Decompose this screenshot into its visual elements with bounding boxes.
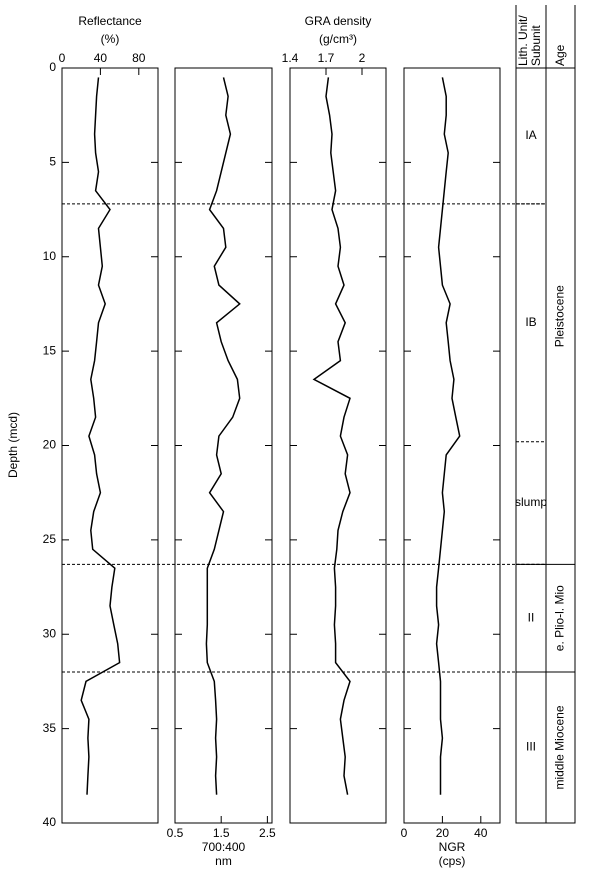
y-tick-label: 0 xyxy=(49,60,56,74)
x-tick-label: 20 xyxy=(436,826,450,840)
x-tick-label: 2.5 xyxy=(259,826,276,840)
panel-title: 700:400 xyxy=(202,840,246,854)
panel-frame xyxy=(61,67,159,824)
x-tick-label: 0 xyxy=(401,826,408,840)
x-tick-label: 1.4 xyxy=(282,51,299,65)
unit-label: slump xyxy=(515,495,547,509)
x-tick-label: 0 xyxy=(59,51,66,65)
column-header: Subunit xyxy=(529,25,543,66)
log-curve xyxy=(205,77,241,795)
x-tick-label: 80 xyxy=(132,51,146,65)
unit-label: IB xyxy=(525,315,536,329)
log-curve xyxy=(80,77,121,795)
panel-frame xyxy=(403,67,501,824)
y-tick-label: 5 xyxy=(49,155,56,169)
y-tick-label: 40 xyxy=(43,815,57,829)
y-tick-label: 10 xyxy=(43,249,57,263)
panel-title: NGR xyxy=(439,840,466,854)
log-curve xyxy=(435,77,461,795)
panel-unit: (cps) xyxy=(439,854,466,868)
panel-frame xyxy=(289,67,387,824)
panel-unit: nm xyxy=(215,854,232,868)
age-label: middle Miocene xyxy=(553,705,567,789)
lith-column xyxy=(515,67,547,824)
panel-unit: (%) xyxy=(101,32,120,46)
x-tick-label: 40 xyxy=(94,51,108,65)
panel-unit: (g/cm³) xyxy=(319,32,357,46)
x-tick-label: 0.5 xyxy=(167,826,184,840)
x-tick-label: 1.5 xyxy=(213,826,230,840)
unit-label: IA xyxy=(525,128,536,142)
unit-label: III xyxy=(526,740,536,754)
panel-title: Reflectance xyxy=(78,14,142,28)
column-header: Lith. Unit/ xyxy=(516,15,530,66)
age-label: e. Plio-l. Mio xyxy=(553,585,567,651)
age-label: Pleistocene xyxy=(553,285,567,347)
y-tick-label: 30 xyxy=(43,626,57,640)
column-header: Age xyxy=(553,44,567,66)
panel-title: GRA density xyxy=(305,14,372,28)
x-tick-label: 1.7 xyxy=(318,51,335,65)
y-label: Depth (mcd) xyxy=(6,412,20,478)
y-tick-label: 25 xyxy=(43,532,57,546)
y-tick-label: 20 xyxy=(43,438,57,452)
x-tick-label: 40 xyxy=(474,826,488,840)
panel-frame xyxy=(174,67,273,824)
log-curve xyxy=(312,77,351,795)
age-column xyxy=(545,67,576,824)
y-tick-label: 15 xyxy=(43,343,57,357)
y-tick-label: 35 xyxy=(43,721,57,735)
unit-label: II xyxy=(528,610,535,624)
x-tick-label: 2 xyxy=(359,51,366,65)
